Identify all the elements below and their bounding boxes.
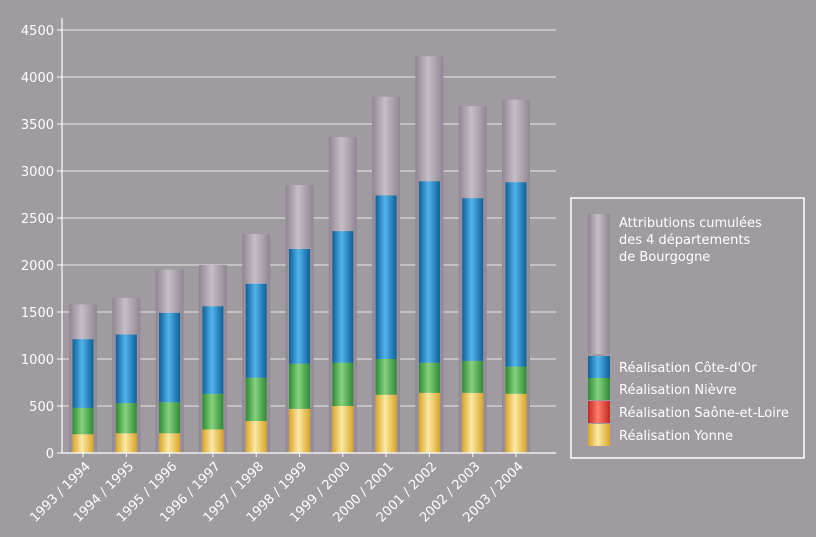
bar-realisation-nievre-1994-1995 (115, 403, 137, 434)
bar-realisation-cote-d-or-1993-1994 (72, 339, 94, 408)
bar-realisation-yonne-2000-2001 (375, 394, 397, 453)
bar-realisation-nievre-1998-1999 (289, 363, 310, 409)
bar-realisation-cote-d-or-2001-2002 (418, 181, 440, 363)
legend: Attributions cumulées des 4 départements d… (570, 197, 805, 459)
legend-box (570, 197, 805, 459)
bar-realisation-cote-d-or-1994-1995 (115, 334, 137, 404)
bar-realisation-cote-d-or-1996-1997 (202, 306, 224, 394)
bar-realisation-yonne-1995-1996 (159, 433, 181, 453)
y-tick-label-2500: 2500 (21, 212, 54, 227)
bar-realisation-cote-d-or-2002-2003 (462, 198, 484, 361)
y-tick-label-3500: 3500 (21, 118, 54, 133)
y-tick-label-0: 0 (46, 447, 54, 462)
bar-realisation-yonne-1993-1994 (72, 434, 94, 453)
bar-realisation-yonne-1998-1999 (289, 408, 310, 453)
bar-realisation-nievre-1995-1996 (159, 402, 181, 434)
y-tick-label-3000: 3000 (21, 165, 54, 180)
bar-realisation-nievre-2001-2002 (418, 362, 440, 393)
bar-realisation-yonne-1997-1998 (245, 421, 267, 453)
bar-realisation-cote-d-or-2000-2001 (375, 195, 397, 359)
legend-label-attributions-line-3: de Bourgogne (619, 250, 710, 265)
bar-realisation-nievre-1996-1997 (202, 393, 224, 430)
legend-swatch-realisation-yonne (588, 424, 610, 446)
bar-realisation-nievre-1993-1994 (72, 407, 94, 435)
y-tick-label-4500: 4500 (21, 24, 54, 39)
y-tick-label-500: 500 (29, 400, 54, 415)
y-tick-label-1500: 1500 (21, 306, 54, 321)
legend-swatch-realisation-nievre (588, 378, 610, 400)
bars-group (69, 56, 530, 454)
bar-realisation-nievre-2002-2003 (462, 360, 484, 393)
bar-realisation-cote-d-or-2003-2004 (505, 182, 527, 367)
legend-label-attributions-line-2: des 4 départements (619, 233, 750, 248)
bar-realisation-yonne-1994-1995 (115, 433, 137, 453)
bar-realisation-yonne-2003-2004 (505, 393, 527, 453)
bar-realisation-cote-d-or-1999-2000 (332, 231, 354, 363)
bar-realisation-nievre-2000-2001 (375, 359, 397, 395)
bar-realisation-yonne-2002-2003 (462, 392, 484, 453)
y-tick-label-2000: 2000 (21, 259, 54, 274)
bar-realisation-nievre-1997-1998 (245, 377, 267, 422)
bar-realisation-cote-d-or-1997-1998 (245, 283, 267, 378)
legend-label-realisation-cote-d-or: Réalisation Côte-d'Or (619, 361, 757, 376)
bar-realisation-yonne-1999-2000 (332, 406, 354, 453)
legend-label-realisation-yonne: Réalisation Yonne (619, 429, 733, 444)
bar-realisation-cote-d-or-1995-1996 (159, 312, 181, 403)
legend-label-realisation-nievre: Réalisation Nièvre (619, 383, 737, 398)
legend-swatch-realisation-saone-et-loire (588, 401, 610, 423)
bar-realisation-nievre-1999-2000 (332, 362, 354, 406)
y-tick-label-4000: 4000 (21, 71, 54, 86)
legend-swatch-realisation-cote-d-or (588, 356, 610, 378)
legend-swatch-attributions (588, 214, 610, 354)
legend-label-attributions-line-1: Attributions cumulées (619, 216, 762, 231)
bar-realisation-yonne-2001-2002 (418, 392, 440, 453)
y-tick-label-1000: 1000 (21, 353, 54, 368)
bar-realisation-cote-d-or-1998-1999 (289, 249, 310, 364)
legend-label-realisation-saone-et-loire: Réalisation Saône-et-Loire (619, 406, 789, 421)
bar-realisation-nievre-2003-2004 (505, 366, 527, 394)
bar-realisation-yonne-1996-1997 (202, 429, 224, 453)
